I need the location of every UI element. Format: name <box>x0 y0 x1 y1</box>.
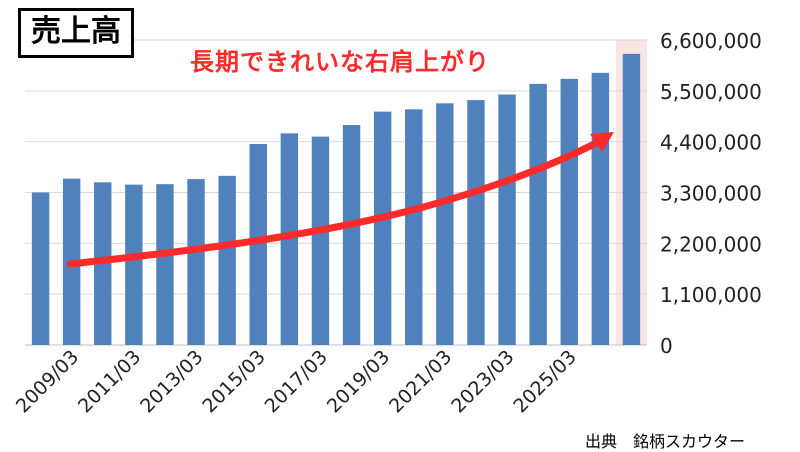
y-tick-label: 0 <box>660 334 673 358</box>
x-tick-label: 2015/03 <box>198 346 269 417</box>
y-tick-label: 6,600,000 <box>660 29 762 53</box>
trend-arrow <box>66 136 606 268</box>
x-tick-label: 2013/03 <box>136 346 207 417</box>
bar <box>342 125 361 345</box>
bar <box>529 83 547 345</box>
trend-annotation: 長期できれいな右肩上がり <box>190 48 490 76</box>
bar <box>622 53 641 345</box>
bar <box>280 133 299 345</box>
bar <box>560 78 578 346</box>
x-tick-label: 2025/03 <box>509 346 580 417</box>
trend-arrow-head <box>590 132 614 152</box>
x-tick-label: 2021/03 <box>385 346 456 417</box>
bar <box>249 143 267 345</box>
bar <box>373 111 392 345</box>
source-credit: 出典 銘柄スカウター <box>585 432 746 451</box>
bar <box>311 136 330 345</box>
bar <box>405 109 423 346</box>
x-tick-label: 2011/03 <box>74 346 145 417</box>
bar <box>591 72 610 345</box>
x-tick-label: 2023/03 <box>447 346 518 417</box>
bar <box>125 184 143 345</box>
chart-title: 売上高 <box>18 8 134 58</box>
bar <box>498 94 516 345</box>
bar <box>436 103 454 345</box>
y-tick-label: 1,100,000 <box>660 283 762 307</box>
bar <box>187 179 205 345</box>
x-tick-label: 2009/03 <box>12 346 83 417</box>
y-tick-label: 2,200,000 <box>660 232 762 256</box>
x-tick-label: 2017/03 <box>261 346 332 417</box>
bar <box>31 192 50 345</box>
x-tick-label: 2019/03 <box>323 346 394 417</box>
bar <box>467 100 485 345</box>
y-tick-label: 5,500,000 <box>660 80 762 104</box>
y-tick-label: 3,300,000 <box>660 182 762 206</box>
y-tick-label: 4,400,000 <box>660 131 762 155</box>
bar <box>218 175 236 345</box>
bar <box>156 184 174 345</box>
